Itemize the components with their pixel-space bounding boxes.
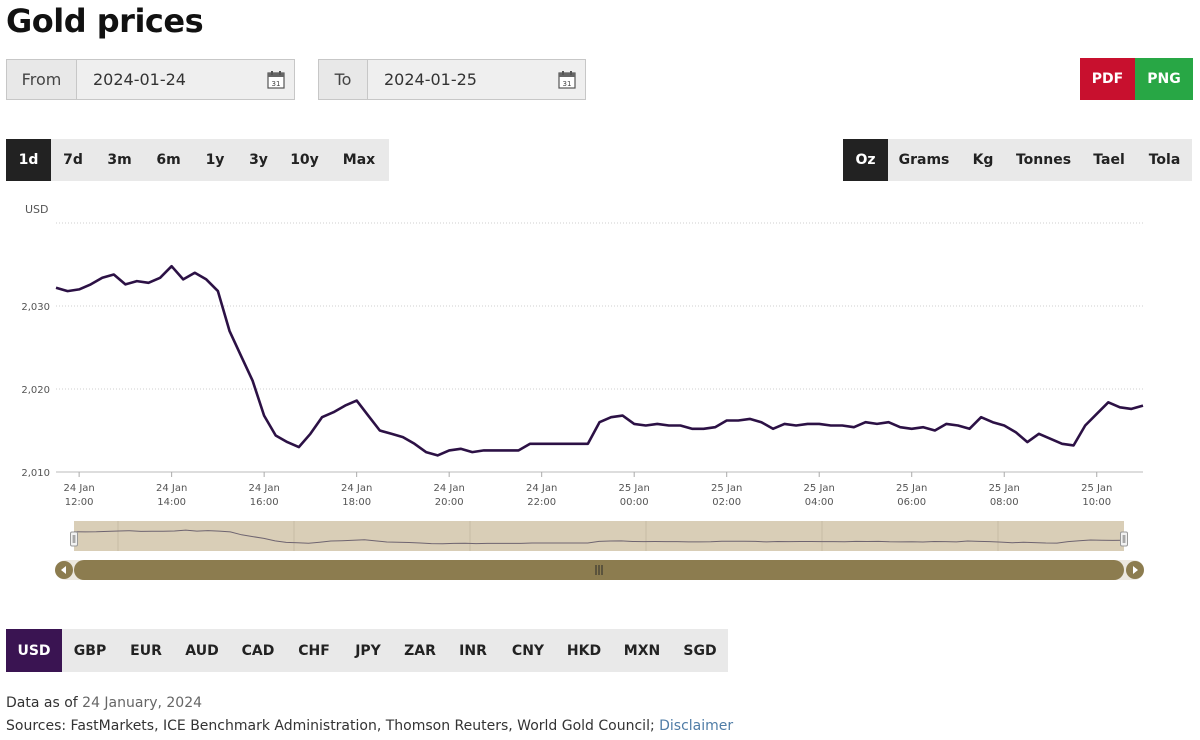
- pdf-button[interactable]: PDF: [1080, 58, 1135, 100]
- data-as-of-label: Data as of: [6, 695, 78, 711]
- x-tick-time: 14:00: [157, 497, 186, 508]
- currency-aud[interactable]: AUD: [185, 642, 219, 659]
- range-max[interactable]: Max: [342, 152, 376, 168]
- chevron-left-icon: [61, 566, 66, 574]
- from-date-value: 2024-01-24: [93, 70, 186, 89]
- range-7d[interactable]: 7d: [63, 152, 83, 168]
- x-tick-time: 00:00: [620, 497, 649, 508]
- data-as-of: Data as of 24 January, 2024: [6, 695, 202, 711]
- unit-kg[interactable]: Kg: [972, 152, 994, 168]
- x-tick-time: 06:00: [897, 497, 926, 508]
- currency-inr[interactable]: INR: [459, 642, 487, 659]
- y-tick-label: 2,030: [21, 302, 50, 313]
- x-tick-date: 24 Jan: [341, 483, 372, 494]
- to-date-value: 2024-01-25: [384, 70, 477, 89]
- y-tick-label: 2,010: [21, 468, 50, 479]
- png-button[interactable]: PNG: [1135, 58, 1193, 100]
- x-tick-date: 25 Jan: [896, 483, 927, 494]
- currency-eur[interactable]: EUR: [130, 642, 162, 659]
- svg-text:31: 31: [563, 80, 572, 88]
- x-tick-date: 25 Jan: [989, 483, 1020, 494]
- x-tick-date: 24 Jan: [248, 483, 279, 494]
- x-tick-time: 04:00: [805, 497, 834, 508]
- x-tick-date: 25 Jan: [804, 483, 835, 494]
- x-tick-date: 25 Jan: [619, 483, 650, 494]
- sources-text: Sources: FastMarkets, ICE Benchmark Admi…: [6, 718, 655, 734]
- calendar-icon[interactable]: 31: [267, 70, 285, 89]
- currency-mxn[interactable]: MXN: [623, 642, 661, 659]
- unit-grams[interactable]: Grams: [898, 152, 950, 168]
- range-10y[interactable]: 10y: [290, 152, 319, 168]
- to-label: To: [319, 60, 368, 99]
- svg-text:31: 31: [272, 80, 281, 88]
- navigator-handle[interactable]: [1120, 531, 1128, 547]
- unit-tonnes[interactable]: Tonnes: [1015, 152, 1072, 168]
- price-line: [55, 264, 1144, 457]
- currency-cny[interactable]: CNY: [511, 642, 545, 659]
- range-6m[interactable]: 6m: [156, 152, 181, 168]
- x-tick-time: 22:00: [527, 497, 556, 508]
- x-tick-time: 20:00: [435, 497, 464, 508]
- range-3y[interactable]: 3y: [249, 152, 268, 168]
- chevron-right-icon: [1133, 566, 1138, 574]
- y-tick-label: 2,020: [21, 385, 50, 396]
- currency-hkd[interactable]: HKD: [566, 642, 602, 659]
- gold-price-chart: USD 2,010 2,020 2,030 24 Jan 12:00 24 Jan 14:…: [21, 203, 1144, 580]
- y-axis-label: USD: [25, 203, 49, 216]
- to-date-input[interactable]: 2024-01-25 31: [368, 60, 585, 99]
- range-selector: 1d 7d 3m 6m 1y 3y 10y Max: [6, 139, 389, 181]
- calendar-icon[interactable]: 31: [558, 70, 576, 89]
- x-tick-time: 10:00: [1082, 497, 1111, 508]
- unit-tael[interactable]: Tael: [1093, 152, 1125, 168]
- currency-chf[interactable]: CHF: [298, 642, 330, 659]
- x-tick-date: 24 Jan: [526, 483, 557, 494]
- currency-cad[interactable]: CAD: [241, 642, 275, 659]
- navigator-window: [74, 521, 1124, 551]
- unit-selector: Oz Grams Kg Tonnes Tael Tola: [843, 139, 1192, 181]
- currency-zar[interactable]: ZAR: [404, 642, 436, 659]
- range-3m[interactable]: 3m: [107, 152, 132, 168]
- x-tick-date: 25 Jan: [711, 483, 742, 494]
- disclaimer-link[interactable]: Disclaimer: [659, 718, 734, 734]
- data-as-of-date: 24 January, 2024: [82, 695, 203, 711]
- to-date-field[interactable]: To 2024-01-25 31: [318, 59, 586, 100]
- range-1y[interactable]: 1y: [205, 152, 225, 168]
- currency-usd[interactable]: USD: [6, 629, 62, 672]
- page-title: Gold prices: [6, 2, 204, 40]
- sources: Sources: FastMarkets, ICE Benchmark Admi…: [6, 718, 733, 734]
- from-date-field[interactable]: From 2024-01-24 31: [6, 59, 295, 100]
- x-tick-time: 08:00: [990, 497, 1019, 508]
- currency-gbp[interactable]: GBP: [73, 642, 107, 659]
- x-tick-date: 24 Jan: [434, 483, 465, 494]
- x-tick-date: 25 Jan: [1081, 483, 1112, 494]
- x-tick-time: 18:00: [342, 497, 371, 508]
- currency-selector: USD GBP EUR AUD CAD CHF JPY ZAR INR CNY HKD MXN SGD: [6, 629, 728, 672]
- currency-jpy[interactable]: JPY: [355, 642, 381, 659]
- currency-sgd[interactable]: SGD: [683, 642, 717, 659]
- unit-oz[interactable]: Oz: [843, 139, 888, 181]
- x-tick-time: 02:00: [712, 497, 741, 508]
- from-date-input[interactable]: 2024-01-24 31: [77, 60, 294, 99]
- navigator-line: [73, 529, 1125, 545]
- x-tick-time: 12:00: [65, 497, 94, 508]
- navigator-handle[interactable]: [70, 531, 78, 547]
- x-tick-time: 16:00: [250, 497, 279, 508]
- unit-tola[interactable]: Tola: [1148, 152, 1181, 168]
- x-tick-date: 24 Jan: [156, 483, 187, 494]
- range-1d[interactable]: 1d: [6, 139, 51, 181]
- x-tick-date: 24 Jan: [63, 483, 94, 494]
- from-label: From: [7, 60, 77, 99]
